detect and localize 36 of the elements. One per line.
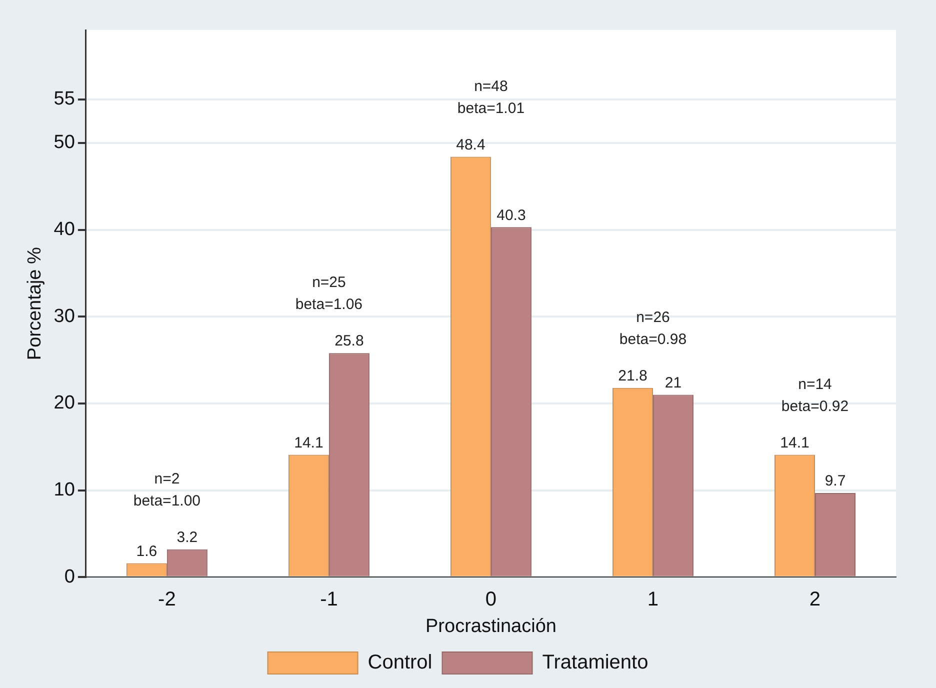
annotation: beta=0.98 bbox=[619, 330, 687, 348]
legend-label: Control bbox=[368, 652, 432, 674]
data-label: 14.1 bbox=[780, 434, 810, 452]
data-label: 48.4 bbox=[456, 136, 486, 154]
data-label: 1.6 bbox=[136, 542, 158, 560]
x-tick-label: -2 bbox=[158, 588, 176, 611]
legend-label: Tratamiento bbox=[542, 652, 648, 674]
annotation: beta=1.01 bbox=[457, 100, 525, 117]
x-tick-label: 2 bbox=[809, 588, 821, 611]
data-label: 3.2 bbox=[176, 529, 198, 546]
data-label: 21.8 bbox=[618, 367, 648, 384]
x-axis-title: Procrastinación bbox=[425, 616, 556, 637]
annotation: beta=1.06 bbox=[295, 296, 363, 314]
data-label: 14.1 bbox=[294, 434, 324, 452]
annotation: n=14 bbox=[798, 376, 832, 393]
annotation: n=25 bbox=[312, 274, 346, 292]
data-label: 25.8 bbox=[334, 332, 364, 350]
annotation: beta=1.00 bbox=[133, 492, 201, 510]
x-tick-label: -1 bbox=[320, 588, 338, 611]
y-tick-label: 30 bbox=[54, 306, 75, 327]
annotation: beta=0.92 bbox=[781, 398, 849, 415]
x-tick-label: 1 bbox=[647, 588, 659, 611]
data-label: 40.3 bbox=[496, 206, 526, 224]
data-label: 9.7 bbox=[824, 472, 846, 490]
y-tick-label: 40 bbox=[54, 219, 75, 240]
annotation: n=48 bbox=[474, 78, 508, 95]
y-tick-label: 10 bbox=[54, 480, 75, 501]
y-tick-label: 55 bbox=[54, 88, 75, 110]
y-tick-label: 20 bbox=[54, 392, 75, 414]
y-axis-title: Porcentaje % bbox=[24, 246, 46, 360]
annotation: n=26 bbox=[636, 308, 670, 326]
data-label: 21 bbox=[664, 374, 682, 392]
annotation: n=2 bbox=[154, 470, 180, 488]
x-tick-label: 0 bbox=[485, 588, 497, 611]
y-tick-label: 0 bbox=[64, 566, 75, 588]
y-tick-label: 50 bbox=[54, 132, 75, 154]
